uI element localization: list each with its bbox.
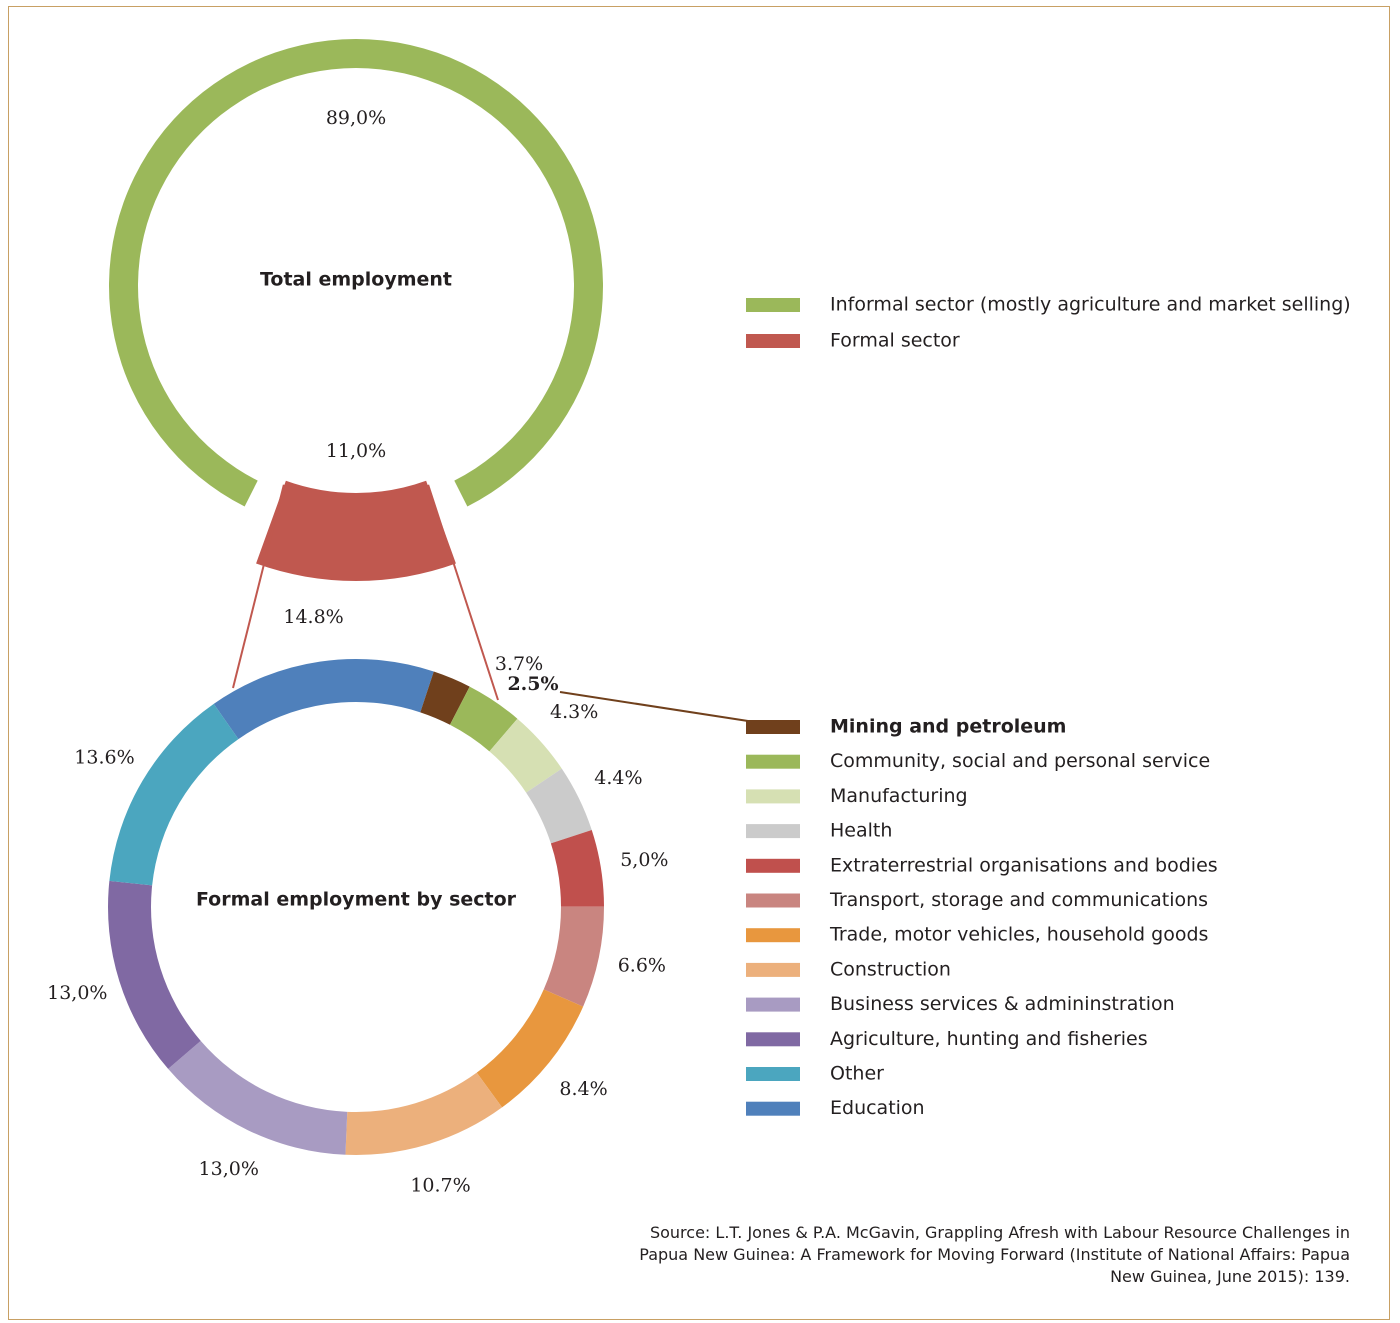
data-label: 10.7% — [410, 1175, 470, 1197]
legend-label: Health — [830, 820, 892, 842]
source-line: Papua New Guinea: A Framework for Moving… — [639, 1245, 1350, 1264]
data-label: 11,0% — [326, 440, 386, 462]
figure-frame — [8, 6, 1390, 1320]
legend-swatch — [746, 997, 800, 1012]
source-note: Source: L.T. Jones & P.A. McGavin, Grapp… — [630, 1222, 1350, 1288]
legend-formal-employment: Mining and petroleum Community, social an… — [746, 716, 1218, 1119]
legend-swatch — [746, 1032, 800, 1047]
slice-business-services-admininstration — [168, 1040, 348, 1155]
connector-line — [427, 484, 499, 701]
slice-manufacturing — [489, 718, 562, 793]
data-label: 4.4% — [594, 767, 642, 789]
legend-label: Other — [830, 1063, 884, 1085]
legend-label: Business services & admininstration — [830, 993, 1175, 1015]
slice-community-social-and-personal-service — [449, 686, 518, 752]
data-label: 4.3% — [550, 701, 598, 723]
slice-formal-sector — [256, 480, 456, 581]
data-label: 13.6% — [74, 747, 134, 769]
slice-other — [109, 703, 239, 886]
legend-label: Community, social and personal service — [830, 750, 1210, 772]
legend-swatch — [746, 298, 800, 312]
connector-lines — [232, 484, 499, 701]
data-label: 6.6% — [618, 955, 666, 977]
legend-swatch — [746, 334, 800, 348]
data-label: 13,0% — [199, 1158, 259, 1180]
legend-label: Formal sector — [830, 330, 960, 352]
slice-trade-motor-vehicles-household-goods — [476, 989, 584, 1108]
legend-swatch — [746, 754, 800, 769]
legend-swatch — [746, 1101, 800, 1116]
donut-center-title: Total employment — [260, 269, 452, 291]
legend-label: Mining and petroleum — [830, 716, 1066, 738]
data-label: 3.7% — [495, 653, 543, 675]
data-label-highlight: 2.5% — [507, 673, 558, 695]
slice-construction — [345, 1072, 503, 1155]
legend-swatch — [746, 824, 800, 839]
legend-label: Construction — [830, 958, 951, 980]
legend-swatch — [746, 858, 800, 873]
data-label: 8.4% — [559, 1078, 607, 1100]
legend-swatch — [746, 720, 800, 734]
legend-label: Extraterrestrial organisations and bodie… — [830, 854, 1218, 876]
formal-employment-donut: 14.8% 2.5%3.7% 4.3% 4.4% 5,0% 6.6% 8.4% 10.7% 13… — [47, 606, 749, 1197]
data-label: 14.8% — [283, 606, 343, 628]
legend-label: Transport, storage and communications — [829, 889, 1208, 911]
legend-label: Manufacturing — [830, 785, 968, 807]
data-label: 89,0% — [326, 107, 386, 129]
slice-extraterrestrial-organisations-and-bodies — [550, 830, 604, 907]
slice-education — [213, 659, 434, 740]
slice-health — [526, 768, 592, 844]
slice-agriculture-hunting-and-fisheries — [107, 880, 201, 1069]
data-label: 13,0% — [47, 982, 107, 1004]
legend-swatch — [746, 789, 800, 804]
legend-swatch — [746, 1067, 800, 1081]
total-employment-donut: Total employment 89,0% 11,0% — [109, 39, 604, 581]
legend-label: Agriculture, hunting and fisheries — [830, 1028, 1148, 1050]
mining-leader-line — [559, 691, 749, 722]
legend-label: Informal sector (mostly agriculture and … — [830, 294, 1351, 316]
legend-label: Trade, motor vehicles, household goods — [829, 924, 1208, 946]
legend-swatch — [746, 893, 800, 908]
legend-total-employment: Informal sector (mostly agriculture and … — [746, 294, 1351, 352]
connector-line — [232, 484, 285, 689]
legend-swatch — [746, 962, 800, 977]
source-line: Source: L.T. Jones & P.A. McGavin, Grapp… — [649, 1223, 1350, 1242]
slice-mining-and-petroleum — [420, 671, 470, 725]
donut-center-title: Formal employment by sector — [196, 889, 517, 911]
source-line: New Guinea, June 2015): 139. — [1110, 1267, 1350, 1286]
slice-transport-storage-and-communications — [543, 906, 604, 1007]
legend-label: Education — [830, 1097, 925, 1119]
data-label: 5,0% — [620, 849, 668, 871]
legend-swatch — [746, 928, 800, 943]
